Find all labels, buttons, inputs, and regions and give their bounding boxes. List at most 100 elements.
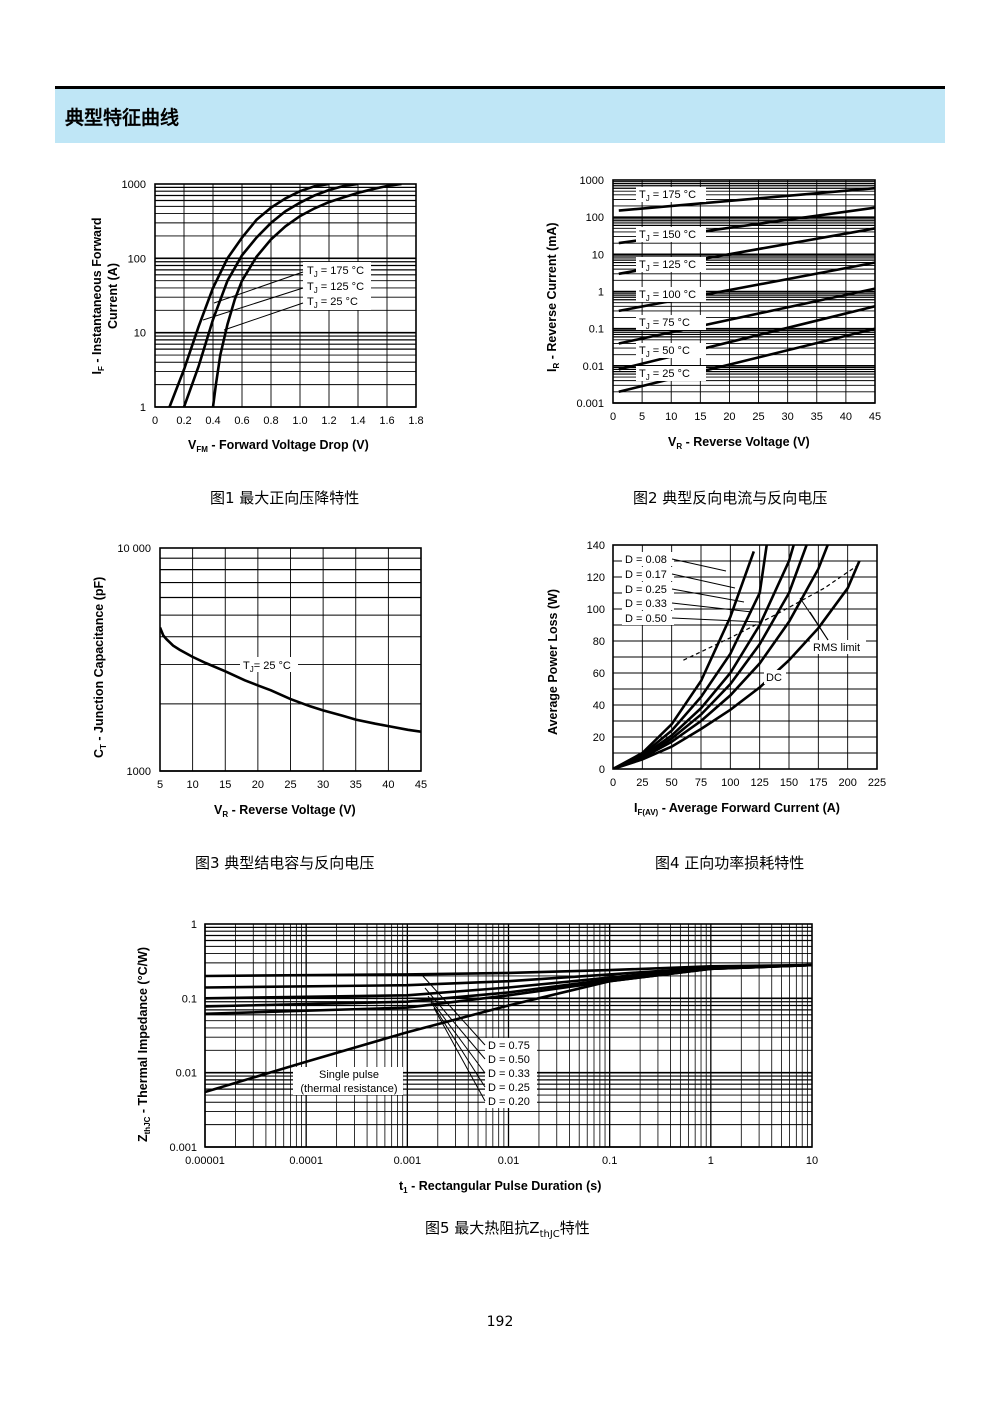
fig4-legend-4: D = 0.50	[625, 613, 667, 625]
leader-line	[809, 611, 829, 641]
fig2-legend-1: TJ = 150 °C	[639, 229, 696, 243]
fig1-series-t-j-125-c	[182, 184, 359, 407]
fig4-ytick: 100	[587, 604, 605, 616]
fig5-caption: 图5 最大热阻抗ZthJC特性	[425, 1217, 590, 1240]
fig2-ylabel-main: I	[545, 369, 559, 372]
fig2-legend-4-rest: = 75 °C	[650, 317, 690, 329]
leader-line	[671, 602, 753, 613]
fig4-xlabel-sub: F(AV)	[637, 808, 658, 817]
fig5-xlabel-rest: - Rectangular Pulse Duration (s)	[408, 1179, 602, 1193]
fig4-legend-1: D = 0.17	[625, 569, 667, 581]
fig3-xtick: 5	[157, 779, 163, 791]
fig1-legend-2-main: T	[307, 296, 314, 308]
leader-line	[430, 1001, 486, 1088]
fig4-xtick: 0	[610, 777, 616, 789]
fig2-ytick: 10	[592, 249, 604, 261]
fig1-xtick: 0.2	[176, 415, 191, 427]
fig1-legend-1-main: T	[307, 281, 314, 293]
leader-line	[421, 974, 486, 1046]
fig5-ytick: 1	[191, 919, 197, 931]
label-bg	[622, 567, 674, 581]
fig3-series-t-j-25-c	[160, 627, 421, 733]
section-title: 典型特征曲线	[65, 107, 180, 129]
fig4-ytick: 140	[587, 540, 605, 552]
fig1-ytick: 1000	[122, 179, 146, 191]
fig2-ytick: 0.01	[583, 361, 604, 373]
fig2-ylabel-sub: R	[552, 363, 561, 369]
fig1-series-t-j-25-c	[211, 184, 402, 407]
page-number: 192	[486, 1314, 514, 1330]
fig3-grid	[159, 547, 422, 772]
fig2-xtick: 5	[639, 411, 645, 423]
fig5-series-single-pulse	[205, 963, 812, 1094]
fig3-xtick: 20	[252, 779, 264, 791]
fig1-xtick: 1.0	[292, 415, 307, 427]
fig4-caption: 图4 正向功率损耗特性	[655, 854, 805, 872]
fig2-xtick: 45	[869, 411, 881, 423]
fig2-legend-0-sub: J	[646, 194, 650, 203]
fig1-legend-0-main: T	[307, 265, 314, 277]
fig3-ylabel: CT - Junction Capacitance (pF)	[92, 577, 108, 758]
fig2-xlabel-rest: - Reverse Voltage (V)	[682, 435, 810, 449]
header-rule	[55, 86, 945, 89]
fig3-ytick: 1000	[127, 766, 151, 778]
fig3-xtick: 45	[415, 779, 427, 791]
fig2-legend-3: TJ = 100 °C	[639, 289, 696, 303]
label-bg	[636, 343, 706, 358]
fig5-xlabel-sub: 1	[403, 1186, 408, 1195]
fig2-series-t-j-25-c	[618, 327, 875, 394]
fig4-ytick: 80	[593, 636, 605, 648]
fig2-xtick: 0	[610, 411, 616, 423]
fig4-xtick: 50	[666, 777, 678, 789]
fig4-xtick: 125	[750, 777, 768, 789]
fig3-legend-0-main: T	[243, 660, 250, 672]
fig4-xtick: 175	[809, 777, 827, 789]
fig1-legend-2: TJ = 25 °C	[307, 296, 358, 310]
fig5-xtick: 0.1	[602, 1155, 617, 1167]
leader-line	[213, 271, 304, 304]
fig5-legend-0: D = 0.75	[488, 1040, 530, 1052]
fig1-xtick: 0.8	[263, 415, 278, 427]
fig5-legend-3: D = 0.25	[488, 1082, 530, 1094]
fig3-legend-0-sub: J	[250, 665, 254, 674]
fig2-xtick: 35	[811, 411, 823, 423]
fig2-series-t-j-100-c	[618, 261, 875, 313]
fig2-legend-3-main: T	[639, 289, 646, 301]
leader-line	[671, 588, 745, 603]
fig5-grid	[204, 923, 813, 1148]
fig4-ytick: 20	[593, 732, 605, 744]
fig5-ytick: 0.1	[182, 993, 197, 1005]
fig2-legend-5-rest: = 50 °C	[650, 345, 690, 357]
fig1-xtick: 1.2	[321, 415, 336, 427]
label-bg	[810, 640, 866, 654]
fig5-ylabel-rest: - Thermal Impedance (°C/W)	[136, 947, 150, 1117]
label-bg	[485, 1080, 537, 1094]
fig2-legend-5-main: T	[639, 345, 646, 357]
fig2-xtick: 40	[840, 411, 852, 423]
label-bg	[636, 187, 706, 202]
fig5-xtick: 0.0001	[289, 1155, 323, 1167]
fig1-ylabel-main: I	[90, 371, 104, 374]
label-bg	[636, 366, 706, 381]
fig4-xtick: 200	[838, 777, 856, 789]
fig3-xtick: 30	[317, 779, 329, 791]
fig5-legend-4: D = 0.20	[488, 1096, 530, 1108]
label-bg	[240, 657, 298, 672]
label-bg	[622, 596, 674, 610]
fig2-legend-4: TJ = 75 °C	[639, 317, 690, 331]
fig2-legend-0: TJ = 175 °C	[639, 189, 696, 203]
fig5-xlabel: t1 - Rectangular Pulse Duration (s)	[399, 1179, 601, 1195]
fig2-legend-2-sub: J	[646, 264, 650, 273]
fig2-legend-4-sub: J	[646, 322, 650, 331]
fig4-ytick: 60	[593, 668, 605, 680]
leader-line	[433, 1007, 486, 1102]
label-bg	[622, 611, 674, 625]
fig3-xlabel-main: V	[214, 803, 223, 817]
fig3-xtick: 25	[284, 779, 296, 791]
fig2-legend-3-sub: J	[646, 294, 650, 303]
fig1-xlabel: VFM - Forward Voltage Drop (V)	[188, 438, 369, 454]
fig1-legend-1: TJ = 125 °C	[307, 281, 364, 295]
fig3-ylabel-main: C	[92, 749, 106, 758]
fig1-xlabel-rest: - Forward Voltage Drop (V)	[208, 438, 369, 452]
